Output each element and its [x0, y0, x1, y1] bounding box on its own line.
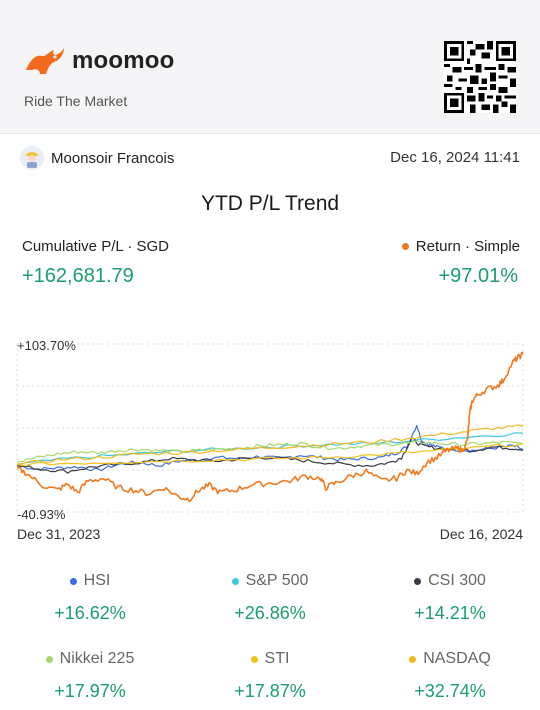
bull-icon	[26, 48, 64, 74]
hsi-dot-icon	[69, 577, 77, 585]
series-line-sti	[16, 442, 524, 467]
legend-value: +32.74%	[414, 681, 486, 701]
avatar	[20, 146, 44, 170]
cumulative-pl-value: +162,681.79	[22, 265, 134, 287]
series-line-nasdaq	[16, 424, 524, 466]
legend-value: +14.21%	[414, 603, 486, 623]
nikkei-dot-icon	[45, 655, 53, 663]
y-min-label: -40.93%	[17, 507, 66, 522]
pl-trend-chart: +103.70% -40.93%	[16, 338, 524, 522]
legend-item-hsi: HSI +16.62%	[0, 572, 180, 624]
legend-item-nikkei225: Nikkei 225 +17.97%	[0, 650, 180, 702]
x-start-label: Dec 31, 2023	[17, 526, 101, 542]
legend-name: NASDAQ	[423, 650, 491, 667]
legend-value: +26.86%	[234, 603, 306, 623]
cumulative-pl-label: Cumulative P/L · SGD	[22, 238, 169, 255]
legend-value: +17.87%	[234, 681, 306, 701]
legend-name: CSI 300	[428, 572, 486, 589]
legend-item-csi300: CSI 300 +14.21%	[360, 572, 540, 624]
qr-code-icon	[444, 41, 516, 113]
x-end-label: Dec 16, 2024	[439, 526, 523, 542]
user-row: Moonsoir Francois Dec 16, 2024 11:41	[20, 145, 520, 171]
legend-value: +17.97%	[54, 681, 126, 701]
moomoo-logo: moomoo	[24, 46, 175, 76]
legend-item-sti: STI +17.87%	[180, 650, 360, 702]
legend-name: S&P 500	[245, 572, 309, 589]
nasdaq-dot-icon	[409, 655, 417, 663]
legend-row-2: Nikkei 225 +17.97% STI +17.87% NASDAQ +3…	[0, 650, 540, 702]
series-line-nikkei-225	[16, 440, 524, 463]
series-line-return	[17, 351, 524, 503]
avatar-icon	[26, 152, 38, 168]
legend-value: +16.62%	[54, 603, 126, 623]
sti-dot-icon	[250, 655, 258, 663]
legend-name: Nikkei 225	[59, 650, 135, 667]
username: Moonsoir Francois	[51, 149, 175, 167]
y-max-label: +103.70%	[17, 338, 76, 353]
legend-item-nasdaq: NASDAQ +32.74%	[360, 650, 540, 702]
chart-series	[16, 351, 524, 503]
return-dot-icon	[401, 243, 409, 250]
series-line-hsi	[16, 424, 524, 472]
legend-item-sp500: S&P 500 +26.86%	[180, 572, 360, 624]
brand-slogan: Ride The Market	[24, 93, 128, 109]
csi300-dot-icon	[414, 577, 422, 585]
share-header: moomoo Ride The Market	[0, 0, 540, 134]
return-label: Return · Simple	[401, 238, 520, 255]
return-label-text: Return · Simple	[415, 238, 520, 255]
brand-name: moomoo	[72, 47, 175, 74]
legend-row-1: HSI +16.62% S&P 500 +26.86% CSI 300 +14.…	[0, 572, 540, 624]
legend-name: STI	[264, 650, 290, 667]
sp500-dot-icon	[231, 577, 239, 585]
chart-grid	[16, 343, 524, 513]
return-value: +97.01%	[438, 265, 518, 287]
legend-name: HSI	[83, 572, 111, 589]
page-title: YTD P/L Trend	[200, 192, 340, 215]
share-datetime: Dec 16, 2024 11:41	[390, 149, 520, 166]
